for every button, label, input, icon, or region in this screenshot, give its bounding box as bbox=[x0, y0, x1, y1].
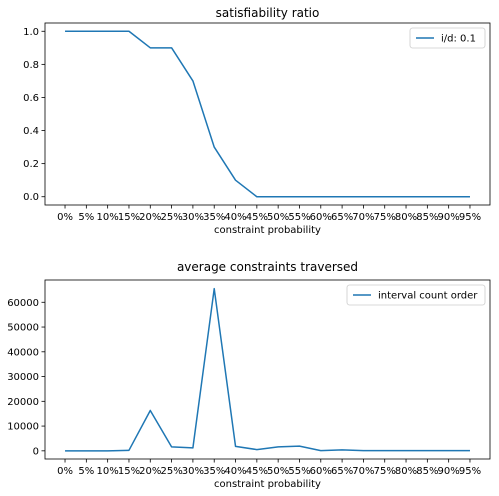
x-tick-label: 5% bbox=[78, 466, 94, 477]
y-tick-label: 0.4 bbox=[23, 126, 39, 137]
x-tick-label: 95% bbox=[459, 466, 481, 477]
y-tick-label: 0.0 bbox=[23, 192, 39, 203]
series-lines bbox=[65, 31, 470, 196]
legend-label: i/d: 0.1 bbox=[441, 34, 476, 45]
x-tick-label: 65% bbox=[331, 466, 353, 477]
y-tick-label: 20000 bbox=[7, 397, 39, 408]
y-axis: 0.0 0.2 0.4 0.6 0.8 1.0 bbox=[23, 27, 45, 203]
y-tick-label: 50000 bbox=[7, 323, 39, 334]
x-tick-label: 65% bbox=[331, 212, 353, 223]
x-tick-label: 10% bbox=[97, 212, 119, 223]
series-line bbox=[65, 289, 470, 451]
y-tick-label: 0.6 bbox=[23, 93, 39, 104]
x-tick-label: 60% bbox=[310, 466, 332, 477]
y-tick-label: 40000 bbox=[7, 347, 39, 358]
y-tick-label: 30000 bbox=[7, 372, 39, 383]
x-axis: 0% 5% 10% 15% 20% 25% 30% 35% 40% 45% 50% 55% 60% 65%… bbox=[57, 459, 481, 477]
y-tick-label: 10000 bbox=[7, 422, 39, 433]
legend-label: interval count order bbox=[378, 291, 478, 302]
x-tick-label: 35% bbox=[203, 466, 225, 477]
x-tick-label: 15% bbox=[118, 466, 140, 477]
x-tick-label: 35% bbox=[203, 212, 225, 223]
x-tick-label: 90% bbox=[438, 466, 460, 477]
x-tick-label: 30% bbox=[182, 212, 204, 223]
x-tick-label: 30% bbox=[182, 466, 204, 477]
chart-title: satisfiability ratio bbox=[216, 6, 320, 20]
x-tick-label: 40% bbox=[224, 466, 246, 477]
x-tick-label: 80% bbox=[395, 466, 417, 477]
x-tick-label: 50% bbox=[267, 212, 289, 223]
series-lines bbox=[65, 289, 470, 451]
series-line bbox=[65, 31, 470, 196]
x-tick-label: 90% bbox=[438, 212, 460, 223]
plot-frame bbox=[45, 280, 490, 459]
y-tick-label: 0.8 bbox=[23, 60, 39, 71]
x-axis-label: constraint probability bbox=[214, 479, 321, 490]
x-tick-label: 20% bbox=[139, 212, 161, 223]
x-tick-label: 85% bbox=[416, 466, 438, 477]
legend: i/d: 0.1 bbox=[410, 28, 485, 48]
x-tick-label: 45% bbox=[246, 466, 268, 477]
x-tick-label: 75% bbox=[374, 466, 396, 477]
y-tick-label: 1.0 bbox=[23, 27, 39, 38]
x-tick-label: 95% bbox=[459, 212, 481, 223]
x-tick-label: 45% bbox=[246, 212, 268, 223]
x-tick-label: 60% bbox=[310, 212, 332, 223]
x-tick-label: 85% bbox=[416, 212, 438, 223]
x-tick-label: 70% bbox=[352, 212, 374, 223]
x-tick-label: 15% bbox=[118, 212, 140, 223]
y-tick-label: 0 bbox=[33, 446, 39, 457]
x-tick-label: 20% bbox=[139, 466, 161, 477]
chart-satisfiability-ratio: satisfiability ratio 0.00.20.40.60.81.0 … bbox=[23, 6, 490, 236]
x-tick-label: 25% bbox=[160, 466, 182, 477]
legend: interval count order bbox=[347, 285, 485, 305]
x-tick-label: 10% bbox=[97, 466, 119, 477]
chart-average-constraints-traversed: average constraints traversed 0 10000 2000… bbox=[7, 260, 490, 490]
plot-frame bbox=[45, 23, 490, 205]
chart-title: average constraints traversed bbox=[177, 260, 358, 274]
x-tick-label: 75% bbox=[374, 212, 396, 223]
x-tick-label: 5% bbox=[78, 212, 94, 223]
x-tick-label: 0% bbox=[57, 466, 73, 477]
y-axis: 0 10000 20000 30000 40000 50000 60000 bbox=[7, 298, 45, 458]
x-tick-label: 0% bbox=[57, 212, 73, 223]
x-tick-label: 55% bbox=[288, 466, 310, 477]
x-axis-label: constraint probability bbox=[214, 225, 321, 236]
x-tick-label: 50% bbox=[267, 466, 289, 477]
x-tick-label: 40% bbox=[224, 212, 246, 223]
x-tick-label: 55% bbox=[288, 212, 310, 223]
x-axis: 0% 5% 10% 15% 20% 25% 30% 35% 40% 45% 50% 55% 60% 65%… bbox=[57, 205, 481, 223]
x-tick-label: 25% bbox=[160, 212, 182, 223]
x-tick-label: 70% bbox=[352, 466, 374, 477]
y-tick-label: 0.2 bbox=[23, 159, 39, 170]
y-tick-label: 60000 bbox=[7, 298, 39, 309]
x-tick-label: 80% bbox=[395, 212, 417, 223]
